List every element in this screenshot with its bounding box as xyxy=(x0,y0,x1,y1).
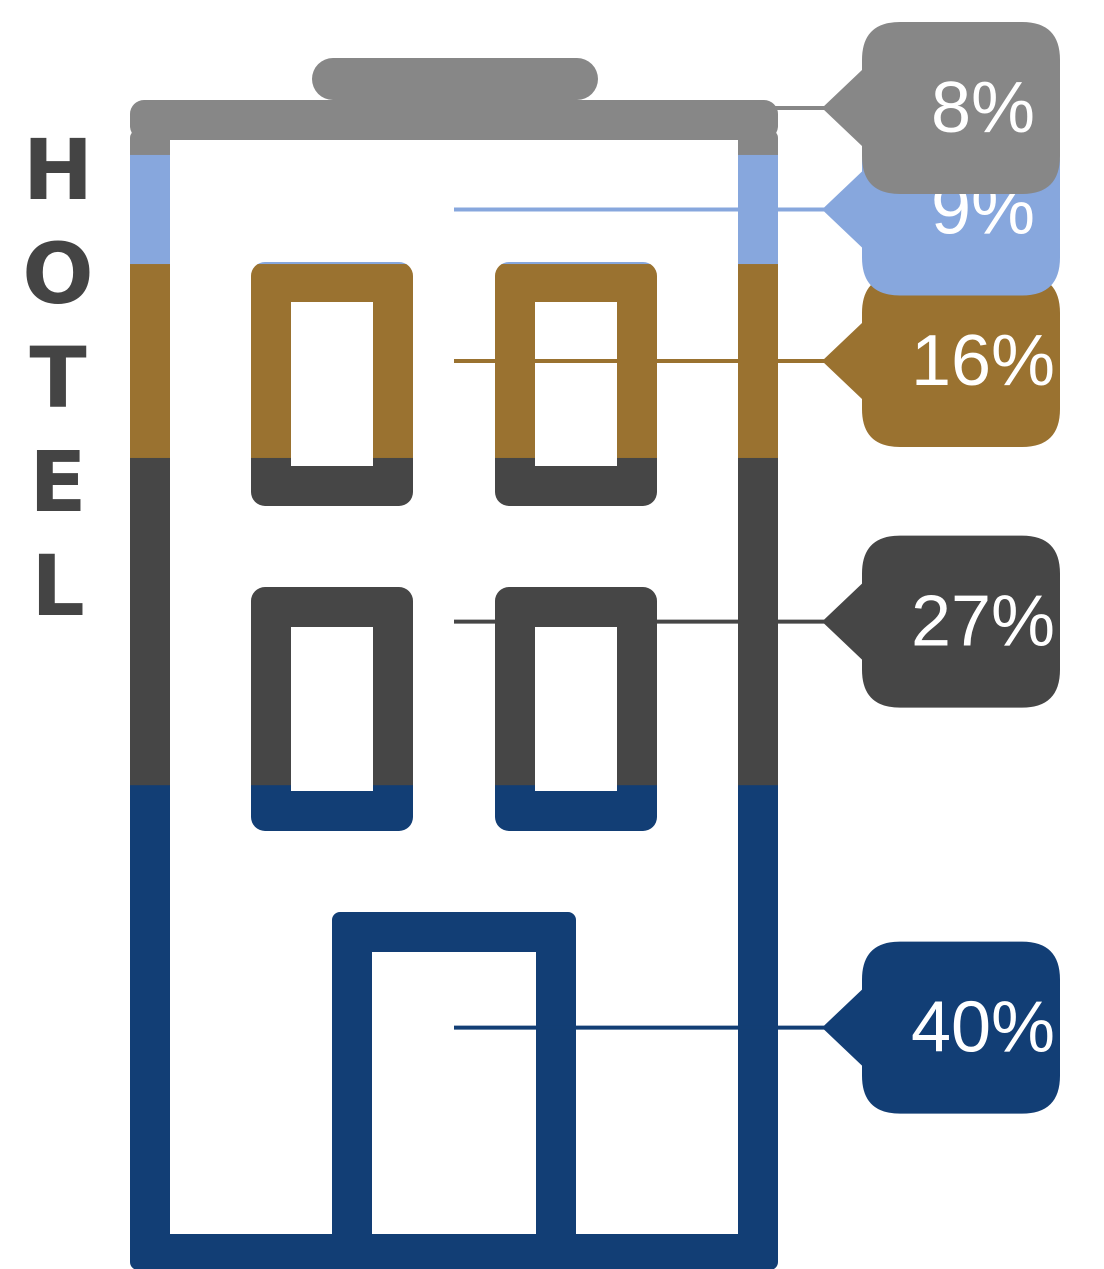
data-label: 8% xyxy=(931,68,1035,148)
leader-lines xyxy=(454,106,826,1030)
chart-title-letter: L xyxy=(31,537,85,635)
callout-shape xyxy=(822,941,1060,1114)
callout-box: 8% xyxy=(822,22,1060,194)
segment-band xyxy=(130,58,778,156)
chart-title-letter: H xyxy=(22,121,94,219)
callout-shape xyxy=(822,275,1060,447)
data-label: 27% xyxy=(911,582,1055,662)
callouts: 40%27%16%9%8% xyxy=(822,22,1060,1114)
callout-box: 16% xyxy=(822,275,1060,447)
callout-box: 27% xyxy=(822,535,1060,708)
data-label: 40% xyxy=(911,988,1055,1068)
callout-box: 40% xyxy=(822,941,1060,1114)
chart-title-letter: E xyxy=(29,433,87,531)
callout-shape xyxy=(822,22,1060,194)
callout-shape xyxy=(822,535,1060,708)
chart-title-letter: O xyxy=(22,225,94,323)
chart-title-letter: T xyxy=(29,329,87,427)
data-label: 16% xyxy=(911,321,1055,401)
color-bands xyxy=(130,58,778,1269)
